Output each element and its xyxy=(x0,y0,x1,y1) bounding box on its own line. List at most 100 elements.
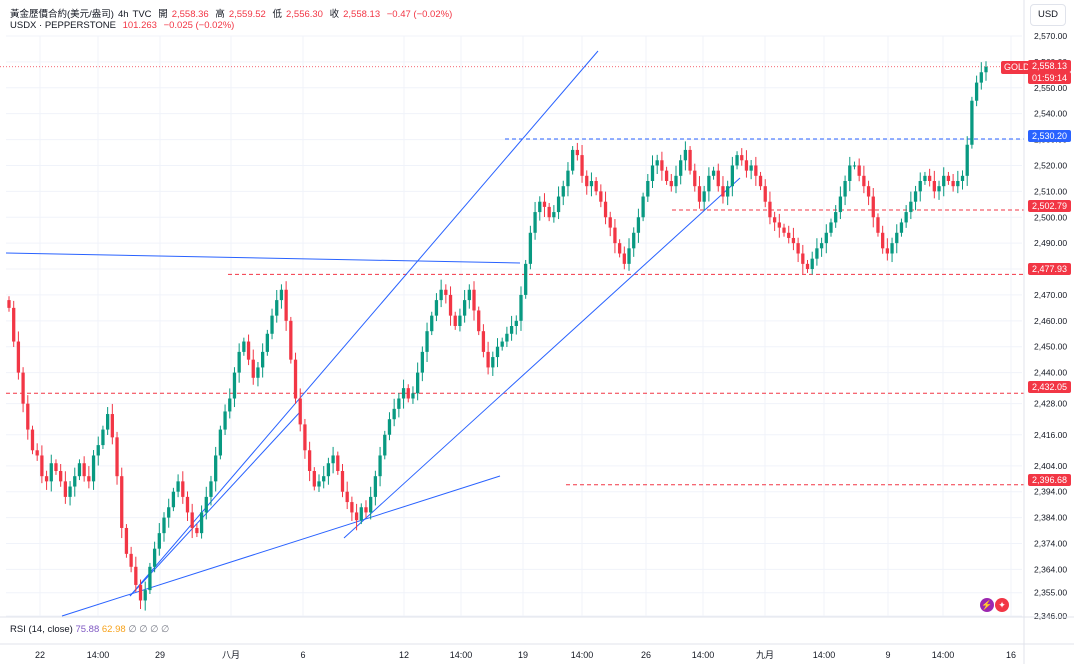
candle-body xyxy=(509,326,514,334)
time-axis[interactable]: 22 14:00 29 八月 6 12 14:00 19 14:00 26 14:00 九月 14:00… xyxy=(0,616,1074,660)
compare-symbol[interactable]: USDX · PEPPERSTONE xyxy=(10,20,116,31)
symbol-title[interactable]: 黃金歷價合約(美元/盎司) xyxy=(10,9,114,20)
candle-body xyxy=(763,186,767,202)
high-value: 2,559.52 xyxy=(228,9,266,20)
candle-body xyxy=(519,294,523,321)
candle-body xyxy=(444,289,448,295)
time-tick-label: 19 xyxy=(518,650,528,660)
candle-body xyxy=(580,155,584,176)
candle-body xyxy=(176,481,180,492)
candle-body xyxy=(608,217,612,228)
candle-body xyxy=(392,408,396,420)
low-value: 2,556.30 xyxy=(285,9,323,20)
candle-body xyxy=(495,346,500,358)
candle-body xyxy=(857,165,861,176)
candle-body xyxy=(181,481,185,497)
candle-body xyxy=(787,232,791,238)
time-tick-label: 16 xyxy=(1006,650,1016,660)
candle-body xyxy=(77,463,82,477)
candle-body xyxy=(744,160,749,171)
candle-body xyxy=(890,243,894,254)
price-tick-label: 2,404.00 xyxy=(1034,461,1067,471)
lightning-icon[interactable]: ⚡ xyxy=(980,598,994,612)
compare-value: 101.263 xyxy=(122,20,157,31)
candle-body xyxy=(223,411,227,430)
candle-body xyxy=(815,248,819,259)
interval: 4h xyxy=(117,9,129,20)
candle-body xyxy=(298,398,302,425)
candle-body xyxy=(453,315,457,326)
open-label: 開 xyxy=(158,9,168,20)
candle-body xyxy=(984,66,988,73)
candle-body xyxy=(279,289,284,301)
candle-body xyxy=(331,455,335,464)
candle-body xyxy=(632,232,636,249)
candle-body xyxy=(575,149,579,156)
currency-button[interactable]: USD xyxy=(1030,4,1066,26)
candle-body xyxy=(979,72,983,83)
price-tick-label: 2,520.00 xyxy=(1034,160,1067,170)
rsi-value-2: 62.98 xyxy=(101,624,126,635)
candle-body xyxy=(772,217,777,223)
candle-body xyxy=(232,372,237,399)
candle-body xyxy=(636,217,641,233)
candle-body xyxy=(425,331,429,352)
candle-body xyxy=(359,507,363,521)
candle-body xyxy=(970,100,974,145)
candle-body xyxy=(730,165,734,187)
candle-body xyxy=(538,201,542,213)
candle-body xyxy=(49,463,53,482)
candle-body xyxy=(937,186,941,192)
candle-body xyxy=(726,186,730,197)
candle-body xyxy=(927,175,932,181)
candle-body xyxy=(105,414,110,430)
candle-body xyxy=(91,455,96,482)
candle-body xyxy=(293,359,298,399)
candle-body xyxy=(307,450,312,471)
candle-body xyxy=(951,181,955,187)
price-tick-label: 2,490.00 xyxy=(1034,238,1067,248)
trendline xyxy=(343,177,741,539)
candle-body xyxy=(603,201,608,218)
price-tag-blue-level: 2,530.20 xyxy=(1028,130,1072,142)
candle-body xyxy=(956,181,960,187)
price-tick-label: 2,450.00 xyxy=(1034,342,1067,352)
candle-body xyxy=(655,160,659,166)
candle-body xyxy=(275,300,279,316)
candle-body xyxy=(124,527,129,554)
candle-body xyxy=(834,212,838,223)
candle-body xyxy=(167,507,171,518)
rsi-label[interactable]: RSI (14, close) xyxy=(10,624,73,635)
price-levels xyxy=(0,66,1024,486)
price-tick-label: 2,364.00 xyxy=(1034,564,1067,574)
candle-body xyxy=(336,455,340,471)
price-tag-level-3: 2,477.93 xyxy=(1028,263,1072,275)
candle-body xyxy=(345,491,349,503)
price-tag-level-5: 2,396.68 xyxy=(1028,474,1072,486)
candle-body xyxy=(261,351,265,368)
trendline xyxy=(129,50,599,597)
trendlines[interactable] xyxy=(5,50,741,617)
time-tick-label: 九月 xyxy=(756,650,774,660)
candle-body xyxy=(397,398,401,409)
candle-body xyxy=(627,248,631,264)
candle-body xyxy=(430,315,434,332)
candle-body xyxy=(439,289,443,301)
candle-body xyxy=(768,201,772,218)
candle-body xyxy=(824,232,828,244)
us-flag-icon[interactable]: ✦ xyxy=(995,598,1009,612)
candle-body xyxy=(946,175,951,181)
candle-body xyxy=(406,388,410,399)
candle-body xyxy=(829,222,833,233)
candle-body xyxy=(801,253,805,264)
candle-body xyxy=(35,450,39,456)
close-value: 2,558.13 xyxy=(343,9,381,20)
candle-body xyxy=(284,289,288,321)
candle-body xyxy=(185,496,190,513)
candle-body xyxy=(322,476,326,482)
candle-body xyxy=(63,481,68,497)
price-axis[interactable]: 2,570.002,560.002,550.002,540.002,530.00… xyxy=(1023,0,1067,664)
candle-body xyxy=(317,481,321,487)
rsi-legend: RSI (14, close) 75.88 62.98 ∅ ∅ ∅ ∅ xyxy=(10,624,169,635)
